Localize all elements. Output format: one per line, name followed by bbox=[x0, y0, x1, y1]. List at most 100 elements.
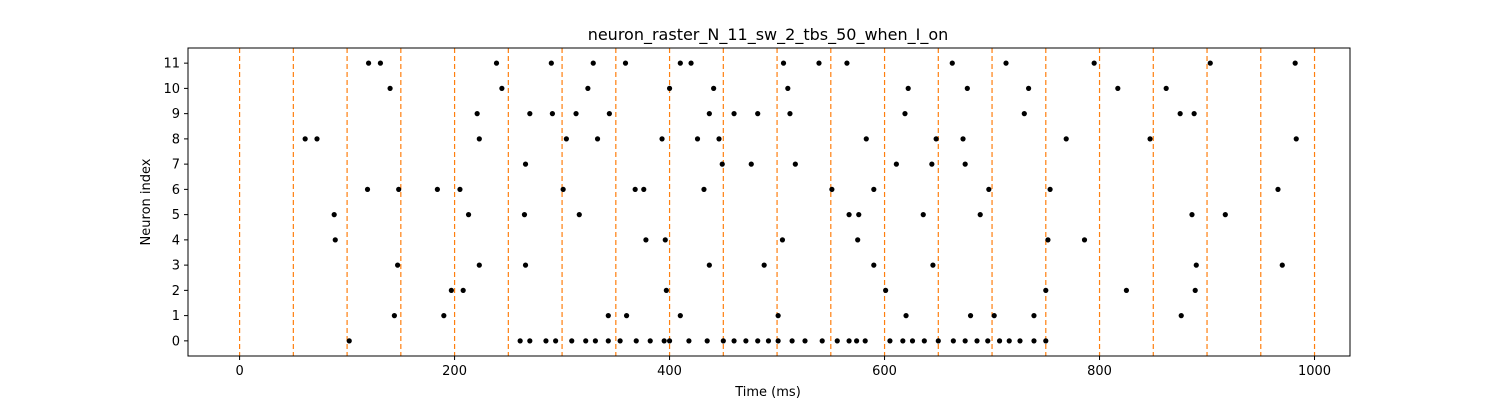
spike-point bbox=[991, 313, 997, 319]
spike-point bbox=[949, 60, 955, 66]
spike-point bbox=[1003, 60, 1009, 66]
spike-point bbox=[686, 338, 692, 344]
spike-point bbox=[331, 212, 337, 218]
spike-point bbox=[590, 60, 596, 66]
spike-point bbox=[863, 136, 869, 142]
spike-point bbox=[1063, 136, 1069, 142]
spike-point bbox=[883, 287, 889, 293]
spike-point bbox=[854, 338, 860, 344]
spike-point bbox=[661, 338, 667, 344]
spike-point bbox=[775, 313, 781, 319]
y-tick-label: 4 bbox=[172, 233, 180, 248]
spike-point bbox=[594, 136, 601, 142]
spike-point bbox=[903, 313, 909, 319]
spike-point bbox=[920, 212, 926, 218]
spike-point bbox=[962, 161, 968, 167]
spike-point bbox=[395, 262, 401, 268]
spike-point bbox=[1191, 111, 1197, 117]
spike-point bbox=[964, 85, 970, 91]
x-tick-label: 200 bbox=[442, 364, 467, 379]
spike-point bbox=[706, 262, 712, 268]
spike-point bbox=[962, 338, 968, 344]
spike-point bbox=[787, 111, 793, 117]
spike-point bbox=[632, 186, 638, 192]
spike-point bbox=[701, 186, 707, 192]
spike-point bbox=[761, 262, 767, 268]
spike-point bbox=[706, 111, 712, 117]
spike-point bbox=[716, 136, 722, 142]
spike-point bbox=[819, 338, 825, 344]
spike-point bbox=[677, 60, 683, 66]
spike-point bbox=[1081, 237, 1088, 243]
spike-point bbox=[862, 338, 868, 344]
y-axis-label: Neuron index bbox=[139, 158, 154, 245]
spike-point bbox=[711, 85, 717, 91]
spike-point bbox=[576, 212, 582, 218]
spike-point bbox=[779, 237, 786, 243]
spike-point bbox=[1043, 338, 1049, 344]
spike-point bbox=[527, 111, 533, 117]
spike-point bbox=[846, 212, 852, 218]
spike-point bbox=[974, 338, 980, 344]
spike-point bbox=[560, 186, 566, 192]
spike-point bbox=[748, 161, 754, 167]
spike-point bbox=[396, 186, 402, 192]
spike-point bbox=[780, 60, 787, 66]
spike-point bbox=[522, 161, 529, 167]
spike-point bbox=[1292, 60, 1298, 66]
spike-point bbox=[1021, 111, 1027, 117]
spike-point bbox=[332, 237, 338, 243]
spike-point bbox=[622, 60, 629, 66]
spike-point bbox=[346, 338, 352, 344]
spike-point bbox=[921, 338, 927, 344]
spike-point bbox=[1043, 287, 1049, 293]
y-tick-label: 9 bbox=[172, 107, 180, 122]
spike-point bbox=[694, 136, 701, 142]
x-tick-label: 400 bbox=[657, 364, 682, 379]
spike-point bbox=[1193, 262, 1199, 268]
spike-point bbox=[493, 60, 500, 66]
spike-point bbox=[960, 136, 966, 142]
spike-point bbox=[844, 60, 850, 66]
spike-point bbox=[460, 287, 466, 293]
y-tick-label: 0 bbox=[172, 334, 180, 349]
spike-point bbox=[792, 161, 798, 167]
spike-point bbox=[1006, 338, 1012, 344]
spike-point bbox=[448, 287, 454, 293]
spike-point bbox=[986, 186, 992, 192]
spike-point bbox=[641, 186, 647, 192]
spike-point bbox=[527, 338, 533, 344]
y-tick-label: 2 bbox=[172, 284, 180, 299]
spike-point bbox=[1177, 111, 1183, 117]
spike-point bbox=[1031, 338, 1037, 344]
spike-point bbox=[887, 338, 893, 344]
spike-point bbox=[605, 313, 611, 319]
y-tick-label: 10 bbox=[163, 82, 180, 97]
spike-point bbox=[1207, 60, 1213, 66]
spike-point bbox=[1045, 237, 1051, 243]
spike-point bbox=[569, 338, 575, 344]
spike-point bbox=[302, 136, 308, 142]
spike-point bbox=[871, 186, 877, 192]
spike-point bbox=[743, 338, 749, 344]
spike-point bbox=[391, 313, 397, 319]
y-tick-label: 6 bbox=[172, 183, 180, 198]
spike-point bbox=[522, 262, 529, 268]
spike-point bbox=[573, 111, 579, 117]
spike-point bbox=[1025, 85, 1032, 91]
spike-point bbox=[902, 111, 908, 117]
spike-point bbox=[365, 60, 372, 66]
spike-point bbox=[688, 60, 694, 66]
y-tick-label: 7 bbox=[172, 158, 180, 173]
spike-point bbox=[517, 338, 523, 344]
spike-point bbox=[1163, 85, 1169, 91]
spike-point bbox=[996, 338, 1003, 344]
spike-point bbox=[967, 313, 974, 319]
spike-point bbox=[765, 338, 772, 344]
spike-point bbox=[606, 111, 612, 117]
spike-point bbox=[977, 212, 983, 218]
spike-point bbox=[950, 338, 956, 344]
spike-point bbox=[704, 338, 710, 344]
spike-point bbox=[1275, 186, 1281, 192]
